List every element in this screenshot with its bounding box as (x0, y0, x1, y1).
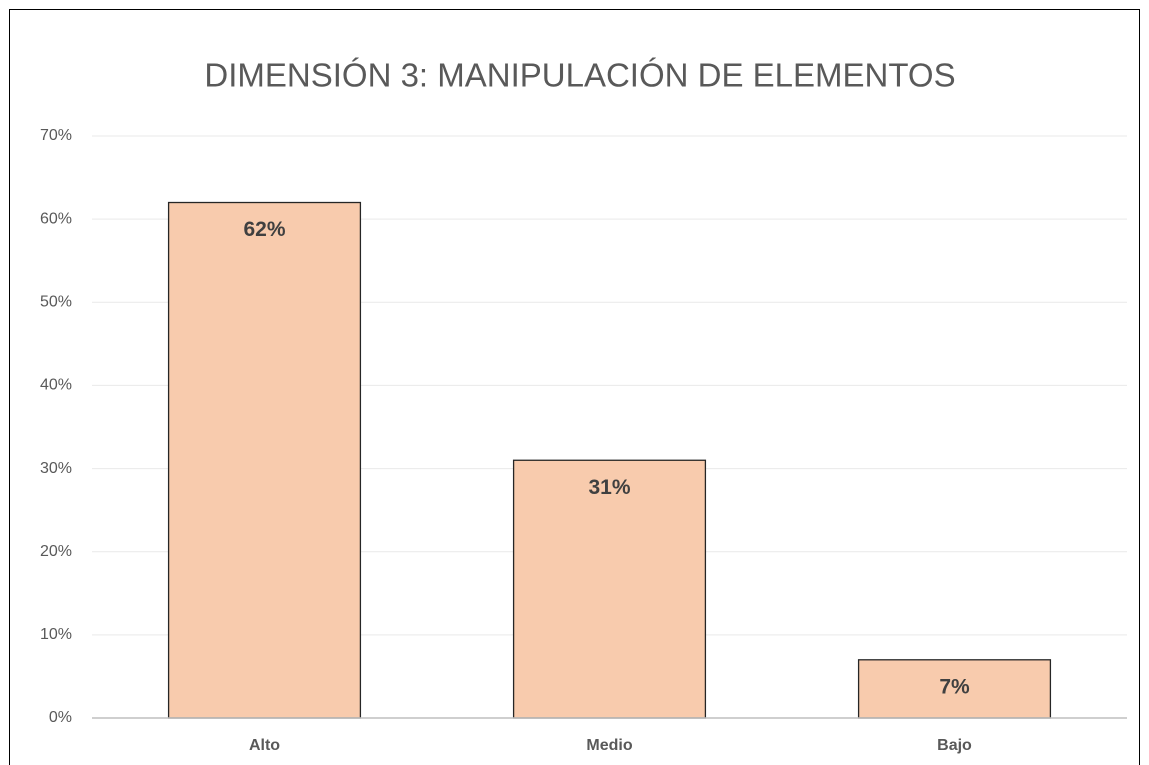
data-label: 7% (939, 675, 970, 698)
y-tick-label: 0% (49, 709, 72, 726)
y-tick-label: 20% (40, 543, 72, 560)
y-tick-label: 30% (40, 460, 72, 477)
y-tick-label: 10% (40, 626, 72, 643)
x-tick-label: Bajo (937, 737, 972, 754)
bar (167, 201, 362, 719)
x-tick-label: Medio (586, 737, 632, 754)
y-tick-label: 40% (40, 377, 72, 394)
y-tick-label: 70% (40, 127, 72, 144)
data-label: 62% (243, 218, 285, 241)
y-tick-label: 50% (40, 294, 72, 311)
x-tick-label: Alto (249, 737, 280, 754)
chart-title: DIMENSIÓN 3: MANIPULACIÓN DE ELEMENTOS (204, 57, 955, 94)
bar (512, 459, 707, 719)
y-tick-label: 60% (40, 210, 72, 227)
data-label: 31% (588, 476, 630, 499)
bar (857, 659, 1052, 719)
